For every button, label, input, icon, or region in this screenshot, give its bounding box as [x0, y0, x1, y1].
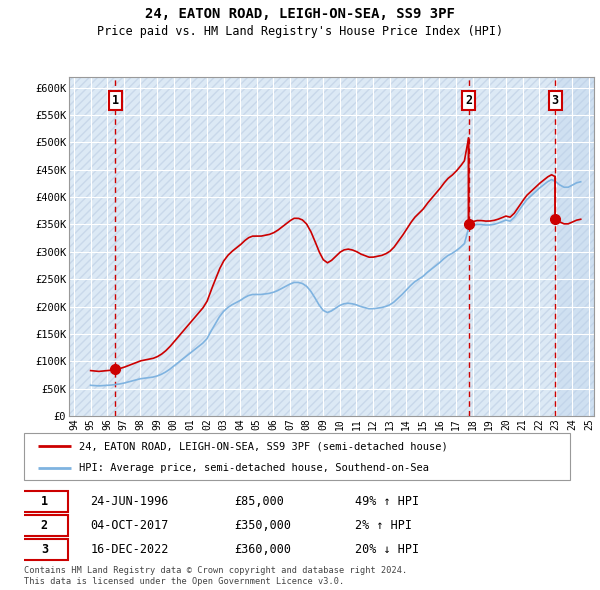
Text: 20% ↓ HPI: 20% ↓ HPI [355, 543, 419, 556]
Text: 16-DEC-2022: 16-DEC-2022 [90, 543, 169, 556]
Bar [555, 77, 594, 416]
Text: 49% ↑ HPI: 49% ↑ HPI [355, 495, 419, 508]
Text: 04-OCT-2017: 04-OCT-2017 [90, 519, 169, 532]
Text: 1: 1 [41, 495, 48, 508]
FancyBboxPatch shape [21, 515, 68, 536]
Text: Contains HM Land Registry data © Crown copyright and database right 2024.
This d: Contains HM Land Registry data © Crown c… [24, 566, 407, 586]
Text: HPI: Average price, semi-detached house, Southend-on-Sea: HPI: Average price, semi-detached house,… [79, 463, 429, 473]
FancyBboxPatch shape [21, 539, 68, 560]
Text: 24-JUN-1996: 24-JUN-1996 [90, 495, 169, 508]
Text: 1: 1 [112, 94, 119, 107]
Text: £350,000: £350,000 [234, 519, 291, 532]
Text: £360,000: £360,000 [234, 543, 291, 556]
FancyBboxPatch shape [24, 434, 571, 480]
Text: 2: 2 [465, 94, 472, 107]
Text: 2% ↑ HPI: 2% ↑ HPI [355, 519, 412, 532]
Text: 3: 3 [551, 94, 559, 107]
FancyBboxPatch shape [21, 491, 68, 512]
Text: 24, EATON ROAD, LEIGH-ON-SEA, SS9 3PF: 24, EATON ROAD, LEIGH-ON-SEA, SS9 3PF [145, 7, 455, 21]
Text: 2: 2 [41, 519, 48, 532]
Text: £85,000: £85,000 [234, 495, 284, 508]
Text: Price paid vs. HM Land Registry's House Price Index (HPI): Price paid vs. HM Land Registry's House … [97, 25, 503, 38]
Text: 3: 3 [41, 543, 48, 556]
Text: 24, EATON ROAD, LEIGH-ON-SEA, SS9 3PF (semi-detached house): 24, EATON ROAD, LEIGH-ON-SEA, SS9 3PF (s… [79, 441, 448, 451]
